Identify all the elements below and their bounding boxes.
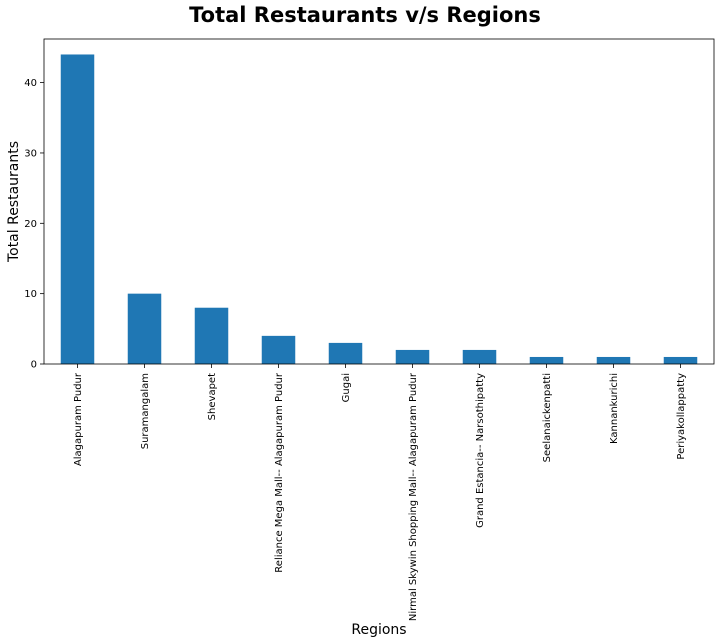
y-tick-label: 30 <box>24 148 37 159</box>
x-tick-label: Kannankurichi <box>609 373 620 444</box>
y-tick-label: 10 <box>24 289 37 300</box>
x-tick-label: Gugai <box>341 373 352 402</box>
bar <box>194 307 229 364</box>
bar <box>529 356 564 364</box>
x-tick-label: Grand Estancia-- Narsothipatty <box>475 373 486 528</box>
bar <box>395 349 430 364</box>
y-axis-label: Total Restaurants <box>6 141 22 263</box>
x-tick-label: Periyakollappatty <box>676 373 687 460</box>
x-tick-label: Suramangalam <box>140 373 151 449</box>
y-tick-label: 40 <box>24 78 37 89</box>
plot-frame <box>43 38 715 365</box>
bar <box>127 293 162 364</box>
bar <box>60 54 95 364</box>
bar <box>328 342 363 364</box>
bar <box>663 356 698 364</box>
bar <box>596 356 631 364</box>
x-tick-label: Nirmal Skywin Shopping Mall-- Alagapuram… <box>408 372 419 621</box>
x-tick-label: Shevapet <box>207 373 218 420</box>
bar <box>462 349 497 364</box>
bars-group <box>60 54 698 364</box>
y-tick-label: 20 <box>24 219 37 230</box>
chart-title: Total Restaurants v/s Regions <box>189 3 541 27</box>
y-tick-label: 0 <box>31 360 37 371</box>
bar <box>261 335 296 364</box>
x-tick-label: Reliance Mega Mall-- Alagapuram Pudur <box>274 372 285 573</box>
x-tick-label: Seelanaickenpatti <box>542 373 553 462</box>
x-tick-label: Alagapuram Pudur <box>73 372 84 466</box>
x-axis-label: Regions <box>351 622 406 638</box>
x-axis-ticks: Alagapuram Pudur Suramangalam Shevapet Reli… <box>73 364 687 621</box>
y-axis-ticks: 0 10 20 30 40 <box>24 78 44 371</box>
